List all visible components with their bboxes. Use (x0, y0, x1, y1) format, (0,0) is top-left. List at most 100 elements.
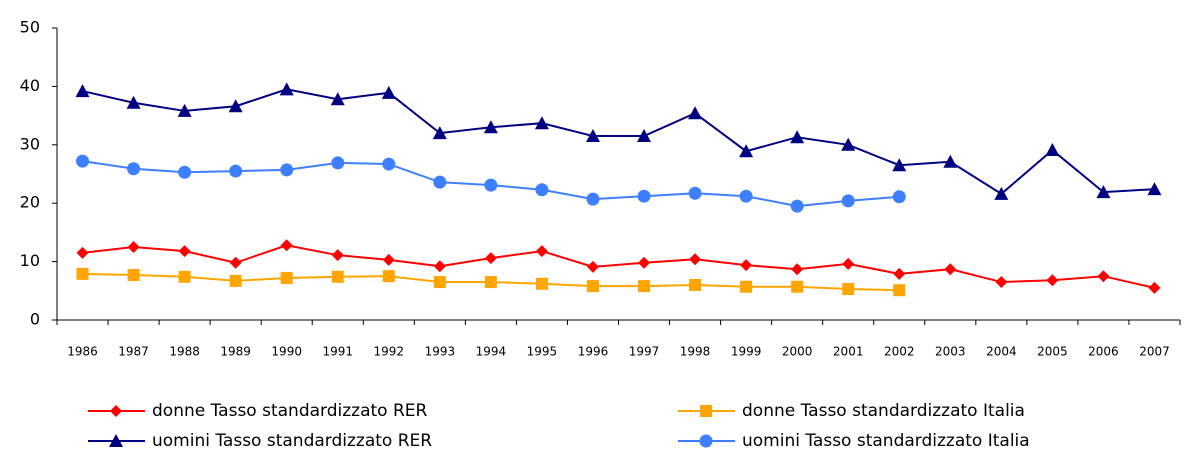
data-point (1097, 270, 1110, 283)
data-point (585, 129, 600, 143)
data-point (638, 256, 651, 269)
data-point (127, 269, 140, 282)
data-point (586, 192, 600, 206)
x-tick-label: 1987 (118, 345, 149, 359)
data-point (790, 199, 804, 213)
x-tick-label: 1991 (322, 345, 353, 359)
data-point (841, 194, 855, 208)
x-tick-label: 2002 (884, 345, 915, 359)
data-point (229, 274, 242, 287)
legend-label: uomini Tasso standardizzato RER (152, 431, 432, 451)
data-point (127, 241, 140, 253)
data-point (331, 270, 344, 283)
data-point (689, 253, 702, 266)
data-point (330, 92, 345, 106)
data-point (279, 82, 294, 96)
data-point (76, 267, 89, 280)
x-tick-label: 2007 (1139, 345, 1170, 359)
data-point (586, 280, 599, 293)
data-point (229, 164, 243, 178)
y-tick-label: 40 (20, 76, 40, 95)
y-tick-label: 10 (20, 251, 40, 270)
data-point (892, 158, 907, 172)
data-point (893, 267, 906, 280)
data-point (177, 103, 192, 117)
data-point (637, 129, 652, 143)
x-tick-label: 1989 (220, 345, 251, 359)
legend-marker (699, 434, 713, 448)
y-tick-label: 20 (20, 193, 40, 212)
y-tick-label: 50 (20, 18, 40, 37)
legend-marker (700, 405, 712, 417)
data-point (842, 257, 855, 270)
legend-marker (109, 434, 123, 447)
data-point (534, 116, 549, 130)
data-point (1046, 274, 1059, 287)
data-point (893, 284, 906, 297)
data-point (280, 271, 293, 284)
data-point (127, 162, 141, 176)
data-point (126, 95, 141, 109)
data-point (484, 252, 497, 265)
data-point (280, 239, 293, 252)
data-point (943, 154, 958, 168)
data-point (331, 249, 344, 262)
data-point (740, 280, 753, 293)
data-point (739, 189, 753, 203)
data-point (433, 276, 446, 289)
data-point (842, 283, 855, 296)
legend-marker (110, 405, 122, 417)
data-point (1045, 143, 1060, 157)
legend-label: uomini Tasso standardizzato Italia (742, 431, 1030, 451)
x-tick-label: 2006 (1088, 345, 1119, 359)
y-tick-label: 30 (20, 134, 40, 153)
data-point (740, 259, 753, 272)
x-tick-label: 1998 (680, 345, 711, 359)
x-tick-label: 2000 (782, 345, 813, 359)
data-point (995, 276, 1008, 289)
x-tick-label: 1993 (425, 345, 456, 359)
x-tick-label: 1997 (629, 345, 660, 359)
x-tick-label: 1995 (527, 345, 558, 359)
data-point (76, 154, 90, 168)
legend-label: donne Tasso standardizzato RER (152, 401, 428, 421)
data-point (229, 256, 242, 269)
data-point (535, 277, 548, 290)
data-point (791, 280, 804, 293)
x-tick-label: 1988 (169, 345, 200, 359)
data-point (331, 156, 345, 170)
data-point (484, 276, 497, 289)
x-tick-label: 2001 (833, 345, 864, 359)
x-tick-label: 1992 (374, 345, 405, 359)
data-point (688, 186, 702, 200)
data-point (382, 157, 396, 171)
data-point (483, 120, 498, 134)
data-point (841, 137, 856, 151)
series-line (82, 88, 1155, 196)
data-point (1096, 185, 1111, 199)
data-point (280, 163, 294, 177)
data-point (637, 189, 651, 203)
data-point (689, 278, 702, 291)
x-tick-label: 2004 (986, 345, 1017, 359)
data-point (178, 270, 191, 283)
x-tick-label: 2003 (935, 345, 966, 359)
series-line (82, 244, 1155, 289)
data-point (790, 130, 805, 144)
legend-label: donne Tasso standardizzato Italia (742, 401, 1025, 421)
data-point (433, 260, 446, 273)
data-point (382, 253, 395, 266)
x-tick-label: 1986 (67, 345, 98, 359)
data-point (1147, 182, 1162, 196)
data-point (791, 263, 804, 276)
data-point (535, 245, 548, 258)
data-point (433, 175, 447, 189)
data-point (638, 280, 651, 293)
data-point (381, 85, 396, 99)
x-tick-label: 1994 (476, 345, 507, 359)
data-point (76, 246, 89, 259)
data-point (228, 99, 243, 113)
data-point (739, 144, 754, 158)
data-point (688, 106, 703, 120)
